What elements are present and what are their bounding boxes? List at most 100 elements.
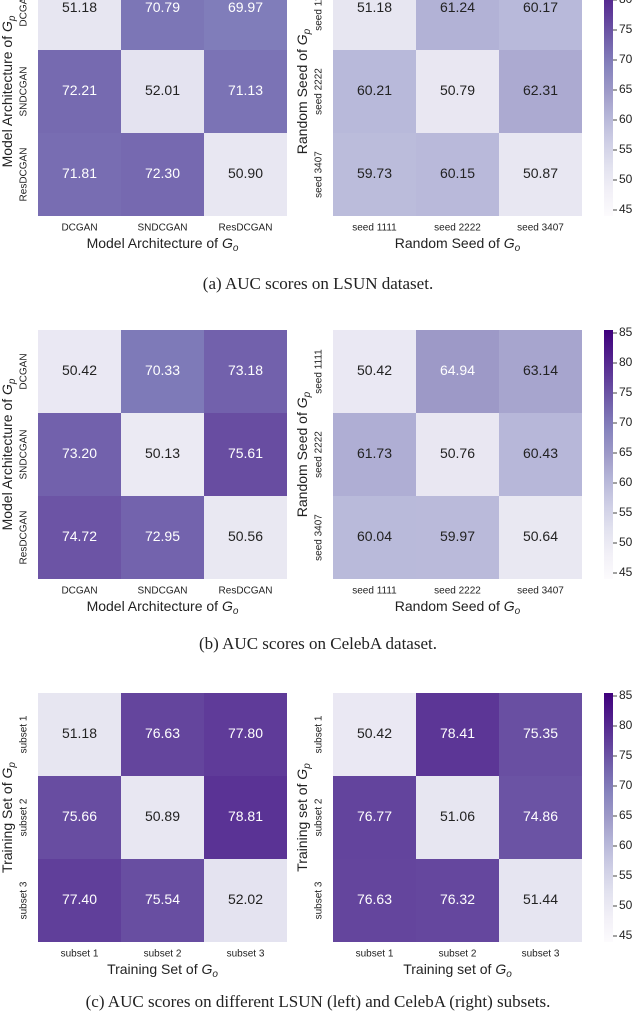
heatmap-cell bbox=[204, 50, 287, 133]
cell-label: 69.97 bbox=[228, 0, 263, 15]
cell-label: 50.42 bbox=[62, 362, 97, 378]
x-tick-label: seed 2222 bbox=[434, 223, 481, 234]
heatmap-cell bbox=[121, 330, 204, 413]
cell-label: 70.33 bbox=[145, 362, 180, 378]
heatmap-cell bbox=[38, 50, 121, 133]
y-tick-label: DCGAN bbox=[19, 0, 30, 27]
heatmap-cell bbox=[416, 776, 499, 859]
x-tick-label: DCGAN bbox=[61, 223, 97, 234]
cell-label: 52.01 bbox=[145, 82, 180, 98]
axis-label: Model Architecture of Go bbox=[87, 235, 239, 254]
cell-label: 62.31 bbox=[523, 82, 558, 98]
axis-label: Random Seed of Gp bbox=[294, 28, 313, 154]
cell-label: 50.87 bbox=[523, 165, 558, 181]
cell-label: 60.17 bbox=[523, 0, 558, 15]
heatmap-cell bbox=[333, 50, 416, 133]
colorbar bbox=[604, 693, 613, 942]
colorbar-tick-label: 60 bbox=[619, 112, 633, 126]
x-tick-label: seed 3407 bbox=[517, 586, 564, 597]
y-tick-label: SNDCGAN bbox=[19, 66, 30, 116]
x-tick-label: subset 2 bbox=[439, 949, 477, 960]
cell-label: 77.40 bbox=[62, 891, 97, 907]
colorbar-tick-label: 45 bbox=[619, 565, 633, 579]
cell-label: 78.81 bbox=[228, 808, 263, 824]
heatmap-cell bbox=[204, 776, 287, 859]
axis-label: Model Architecture of Gp bbox=[0, 378, 18, 530]
heatmap-cell bbox=[416, 133, 499, 216]
cell-label: 72.95 bbox=[145, 528, 180, 544]
y-tick-label: subset 2 bbox=[314, 798, 325, 836]
heatmap-cell bbox=[121, 133, 204, 216]
heatmap-cell bbox=[499, 0, 582, 50]
colorbar-tick-label: 85 bbox=[619, 688, 633, 702]
y-tick-label: seed 2222 bbox=[314, 431, 325, 478]
y-tick-label: SNDCGAN bbox=[19, 429, 30, 479]
x-tick-label: SNDCGAN bbox=[137, 223, 187, 234]
heatmap-cell bbox=[333, 776, 416, 859]
heatmap-cell bbox=[121, 859, 204, 942]
colorbar-tick-label: 55 bbox=[619, 142, 633, 156]
colorbar-tick-label: 55 bbox=[619, 868, 633, 882]
colorbar-tick-label: 50 bbox=[619, 172, 633, 186]
heatmap-cell bbox=[416, 693, 499, 776]
heatmap-cell bbox=[204, 133, 287, 216]
heatmap-cell bbox=[38, 496, 121, 579]
cell-label: 70.79 bbox=[145, 0, 180, 15]
heatmap-cell bbox=[121, 50, 204, 133]
colorbar-tick-label: 55 bbox=[619, 505, 633, 519]
heatmap-cell bbox=[38, 133, 121, 216]
cell-label: 76.63 bbox=[145, 725, 180, 741]
cell-label: 50.90 bbox=[228, 165, 263, 181]
caption: (b) AUC scores on CelebA dataset. bbox=[199, 634, 437, 653]
heatmap-cell bbox=[121, 776, 204, 859]
colorbar-tick-label: 75 bbox=[619, 385, 633, 399]
heatmap-cell bbox=[38, 693, 121, 776]
x-tick-label: ResDCGAN bbox=[219, 223, 273, 234]
y-tick-label: subset 1 bbox=[19, 715, 30, 753]
cell-label: 76.63 bbox=[357, 891, 392, 907]
cell-label: 59.73 bbox=[357, 165, 392, 181]
colorbar-tick-label: 65 bbox=[619, 445, 633, 459]
heatmap-cell bbox=[333, 859, 416, 942]
axis-label: Random Seed of Go bbox=[395, 235, 521, 254]
colorbar-tick-label: 45 bbox=[619, 928, 633, 942]
y-tick-label: ResDCGAN bbox=[19, 511, 30, 565]
colorbar-tick-label: 65 bbox=[619, 82, 633, 96]
cell-label: 61.24 bbox=[440, 0, 475, 15]
axis-label: Training Set of Gp bbox=[0, 762, 18, 873]
x-tick-label: subset 1 bbox=[61, 949, 99, 960]
cell-label: 78.41 bbox=[440, 725, 475, 741]
cell-label: 73.18 bbox=[228, 362, 263, 378]
x-tick-label: subset 1 bbox=[356, 949, 394, 960]
colorbar-tick-label: 60 bbox=[619, 475, 633, 489]
heatmap-cell bbox=[38, 859, 121, 942]
cell-label: 71.81 bbox=[62, 165, 97, 181]
y-tick-label: DCGAN bbox=[19, 353, 30, 389]
cell-label: 50.56 bbox=[228, 528, 263, 544]
heatmap-cell bbox=[499, 776, 582, 859]
axis-label: Model Architecture of Gp bbox=[0, 15, 18, 167]
cell-label: 60.43 bbox=[523, 445, 558, 461]
colorbar-tick-label: 75 bbox=[619, 22, 633, 36]
colorbar-tick-label: 80 bbox=[619, 0, 633, 6]
y-tick-label: seed 3407 bbox=[314, 514, 325, 561]
y-tick-label: seed 3407 bbox=[314, 151, 325, 198]
colorbar-tick-label: 80 bbox=[619, 355, 633, 369]
cell-label: 51.18 bbox=[62, 725, 97, 741]
x-tick-label: ResDCGAN bbox=[219, 586, 273, 597]
axis-label: Model Architecture of Go bbox=[87, 598, 239, 617]
cell-label: 74.86 bbox=[523, 808, 558, 824]
heatmap-cell bbox=[333, 0, 416, 50]
y-tick-label: subset 1 bbox=[314, 715, 325, 753]
caption: (c) AUC scores on different LSUN (left) … bbox=[86, 992, 551, 1011]
y-tick-label: seed 1111 bbox=[314, 0, 325, 31]
colorbar-tick-label: 70 bbox=[619, 778, 633, 792]
cell-label: 61.73 bbox=[357, 445, 392, 461]
cell-label: 60.15 bbox=[440, 165, 475, 181]
y-tick-label: seed 1111 bbox=[314, 349, 325, 394]
cell-label: 72.30 bbox=[145, 165, 180, 181]
y-tick-label: subset 3 bbox=[19, 881, 30, 919]
cell-label: 60.21 bbox=[357, 82, 392, 98]
cell-label: 76.32 bbox=[440, 891, 475, 907]
